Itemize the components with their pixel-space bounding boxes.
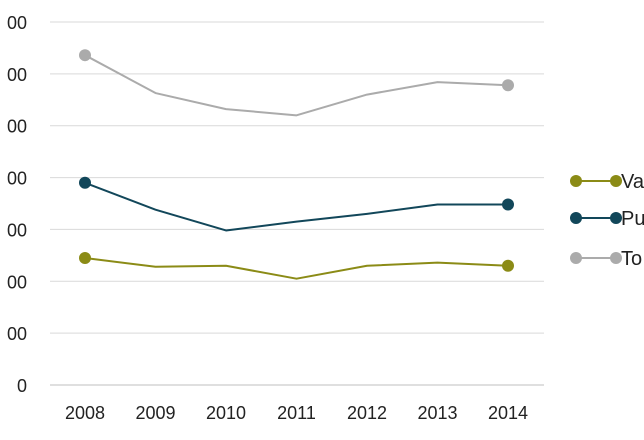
series-line-2 <box>84 54 509 117</box>
legend-marker-left-2 <box>570 252 582 264</box>
series-line-0 <box>84 256 509 280</box>
y-tick-label-700: 00 <box>7 13 27 33</box>
legend-label-2: To <box>621 248 642 270</box>
series-0-point-2014 <box>502 259 514 272</box>
y-tick-label-300: 00 <box>7 220 27 240</box>
legend-marker-left-1 <box>570 212 582 224</box>
legend: Va Pu To <box>570 171 644 270</box>
x-tick-label-2013: 2013 <box>417 403 457 423</box>
x-axis-tick-labels: 2008 2009 2010 2011 2012 2013 2014 <box>65 403 528 423</box>
legend-marker-right-2 <box>610 252 622 264</box>
series-1-point-2008 <box>79 176 91 189</box>
y-tick-label-600: 00 <box>7 65 27 85</box>
series-0-point-2008 <box>79 251 91 264</box>
y-tick-label-200: 00 <box>7 272 27 292</box>
x-tick-label-2014: 2014 <box>488 403 528 423</box>
legend-label-0: Va <box>621 171 644 193</box>
series-2-point-2014 <box>502 79 514 92</box>
series-points <box>79 49 514 272</box>
legend-marker-right-1 <box>610 212 622 224</box>
gridlines <box>50 21 544 386</box>
series-line-1 <box>84 181 508 232</box>
x-tick-label-2008: 2008 <box>65 403 105 423</box>
y-tick-label-100: 00 <box>7 324 27 344</box>
x-tick-label-2009: 2009 <box>135 403 175 423</box>
legend-marker-left-0 <box>570 175 582 187</box>
x-tick-label-2011: 2011 <box>277 403 316 423</box>
series-2-point-2008 <box>79 49 91 62</box>
legend-marker-right-0 <box>610 175 622 187</box>
y-tick-label-500: 00 <box>7 117 27 137</box>
x-tick-label-2012: 2012 <box>347 403 387 423</box>
series-lines <box>84 54 509 280</box>
x-tick-label-2010: 2010 <box>206 403 246 423</box>
legend-label-1: Pu <box>621 208 644 230</box>
y-tick-label-0: 0 <box>17 376 27 396</box>
y-tick-label-400: 00 <box>7 169 27 189</box>
series-1-point-2014 <box>502 198 514 211</box>
